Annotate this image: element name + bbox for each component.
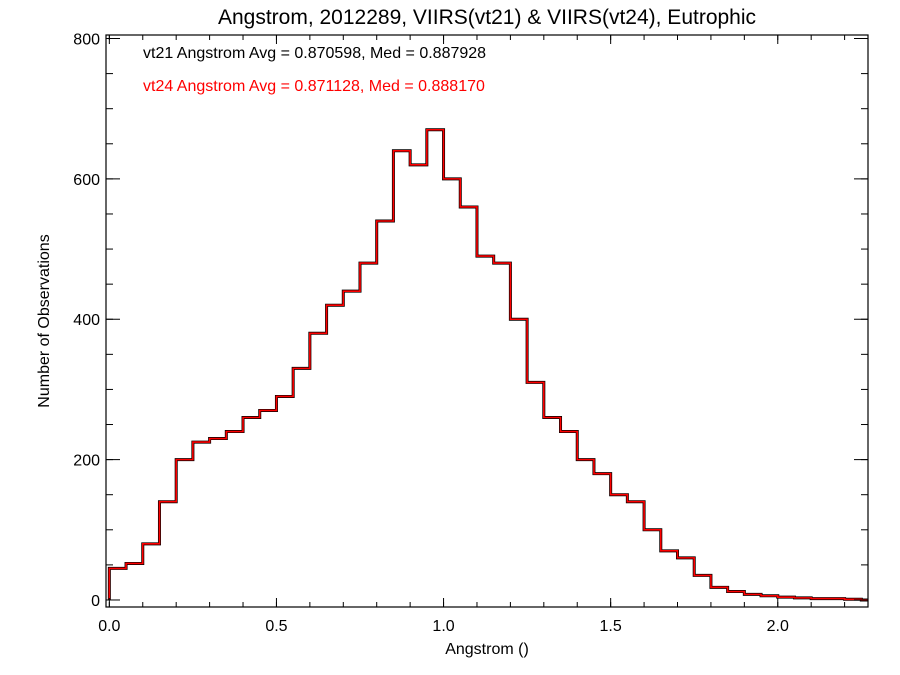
series-line-1: [108, 128, 868, 601]
y-tick-label: 800: [73, 32, 100, 49]
y-tick-label: 200: [73, 453, 100, 470]
x-tick-label: 1.5: [600, 618, 622, 635]
chart-title: Angstrom, 2012289, VIIRS(vt21) & VIIRS(v…: [218, 6, 756, 29]
y-tick-label: 400: [73, 312, 100, 329]
y-axis-label: Number of Observations: [36, 234, 53, 407]
y-tick-label: 0: [91, 593, 100, 610]
series-layer: [107, 128, 868, 602]
vt24-annotation: vt24 Angstrom Avg = 0.871128, Med = 0.88…: [143, 78, 485, 95]
x-tick-label: 2.0: [767, 618, 789, 635]
x-axis-label: Angstrom (): [445, 641, 529, 658]
vt21-annotation: vt21 Angstrom Avg = 0.870598, Med = 0.88…: [143, 45, 486, 62]
ticks-layer: 0.0 0.5 1.0 1.5 2.0 0 200 400 600 800: [73, 32, 868, 635]
x-tick-label: 0.5: [265, 618, 287, 635]
x-tick-label: 1.0: [432, 618, 454, 635]
x-tick-label: 0.0: [98, 618, 120, 635]
series-line-0: [107, 128, 868, 602]
y-tick-label: 600: [73, 172, 100, 189]
plot-frame: [105, 34, 869, 608]
